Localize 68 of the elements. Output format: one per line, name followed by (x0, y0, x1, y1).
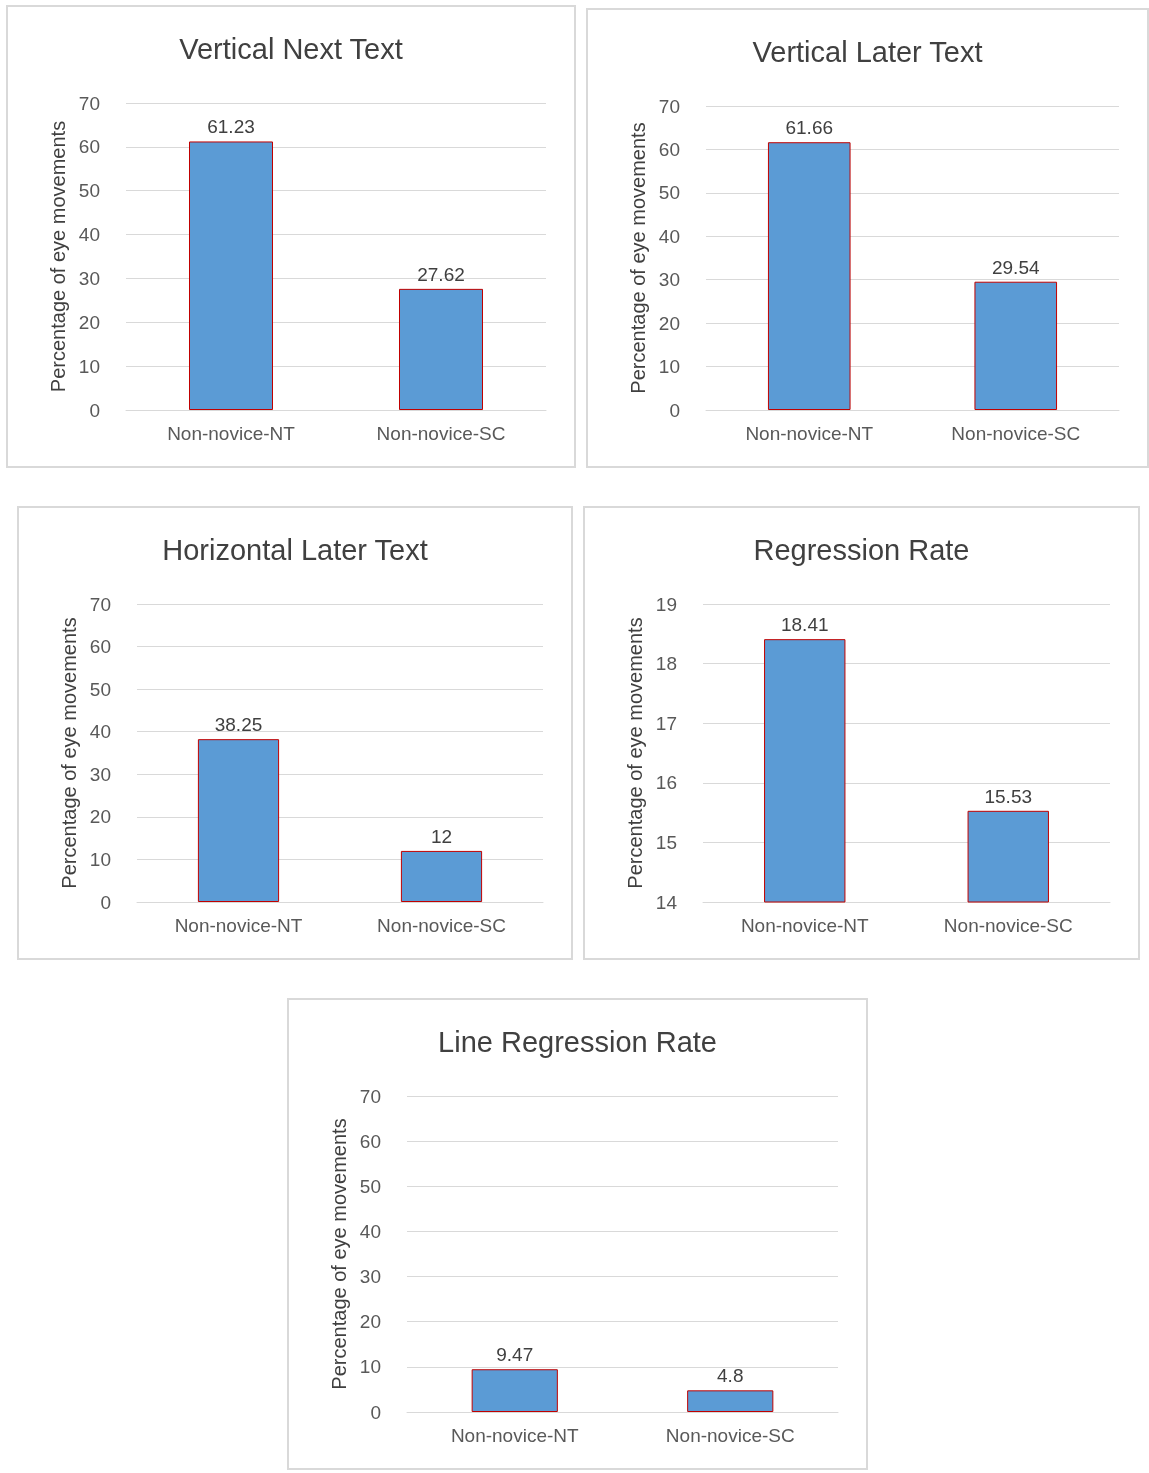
data-label: 61.66 (785, 117, 834, 139)
y-tick-label: 20 (359, 1311, 381, 1333)
y-tick-label: 20 (89, 806, 111, 828)
data-label: 4.8 (717, 1365, 744, 1387)
data-label: 9.47 (496, 1344, 534, 1366)
y-tick-label: 0 (89, 399, 100, 421)
y-tick-label: 20 (658, 312, 680, 334)
y-tick-label: 50 (658, 182, 680, 204)
y-tick-label: 0 (370, 1401, 381, 1423)
y-tick-label: 40 (359, 1220, 381, 1242)
x-tick-label: Non-novice-NT (450, 1425, 580, 1446)
y-tick-label: 10 (78, 355, 100, 377)
y-axis-title: Percentage of eye movements (623, 617, 646, 889)
y-tick-label: 50 (89, 678, 111, 700)
y-axis-title: Percentage of eye movements (57, 617, 80, 889)
y-axis-title: Percentage of eye movements (46, 120, 69, 393)
x-tick-label: Non-novice-NT (174, 915, 303, 936)
data-label: 38.25 (214, 714, 263, 736)
x-tick-label: Non-novice-SC (377, 915, 506, 936)
x-tick-label: Non-novice-SC (951, 423, 1081, 444)
y-tick-label: 0 (669, 399, 680, 421)
chart-title: Line Regression Rate (438, 1025, 717, 1058)
chart-title: Vertical Next Text (179, 32, 403, 65)
y-tick-label: 10 (359, 1356, 381, 1378)
y-tick-label: 15 (655, 831, 677, 853)
y-tick-label: 19 (655, 593, 677, 615)
y-tick-label: 30 (658, 269, 680, 291)
chart-title: Regression Rate (753, 533, 970, 566)
y-tick-label: 18 (655, 653, 677, 675)
y-tick-label: 40 (89, 721, 111, 743)
data-label: 29.54 (991, 256, 1040, 278)
y-tick-label: 30 (78, 267, 100, 289)
y-tick-label: 50 (359, 1175, 381, 1197)
y-tick-label: 16 (655, 772, 677, 794)
chart-title: Vertical Later Text (752, 35, 983, 68)
y-tick-label: 60 (359, 1130, 381, 1152)
y-tick-label: 20 (78, 311, 100, 333)
y-tick-label: 40 (78, 224, 100, 246)
y-tick-label: 60 (89, 636, 111, 658)
y-tick-label: 30 (89, 763, 111, 785)
y-axis-title: Percentage of eye movements (626, 122, 649, 394)
data-label: 18.41 (780, 614, 829, 636)
y-tick-label: 17 (655, 712, 677, 734)
data-label: 61.23 (207, 116, 255, 138)
y-tick-label: 60 (78, 136, 100, 158)
x-tick-label: Non-novice-NT (745, 423, 874, 444)
x-tick-label: Non-novice-SC (665, 1425, 795, 1446)
y-tick-label: 14 (655, 891, 678, 913)
y-tick-label: 60 (658, 138, 680, 160)
x-tick-label: Non-novice-SC (943, 915, 1073, 936)
y-tick-label: 10 (658, 356, 680, 378)
y-tick-label: 30 (359, 1266, 381, 1288)
data-label: 12 (430, 825, 453, 847)
data-label: 27.62 (417, 263, 465, 285)
x-tick-label: Non-novice-NT (740, 915, 870, 936)
x-tick-label: Non-novice-SC (376, 423, 506, 444)
chart-title: Horizontal Later Text (162, 533, 428, 566)
y-axis-title: Percentage of eye movements (327, 1118, 350, 1390)
y-tick-label: 40 (658, 225, 680, 247)
y-tick-label: 50 (78, 180, 100, 202)
y-tick-label: 70 (658, 95, 680, 117)
x-tick-label: Non-novice-NT (167, 423, 296, 444)
y-tick-label: 70 (359, 1085, 381, 1107)
y-tick-label: 70 (78, 92, 100, 114)
y-tick-label: 70 (89, 593, 111, 615)
y-tick-label: 10 (89, 848, 111, 870)
y-tick-label: 0 (100, 891, 111, 913)
data-label: 15.53 (984, 785, 1033, 807)
